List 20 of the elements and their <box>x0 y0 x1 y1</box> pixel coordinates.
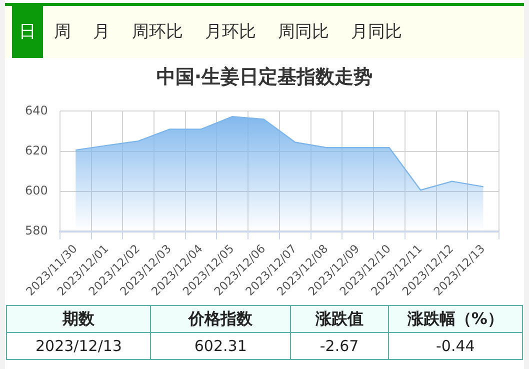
chart-title: 中国·生姜日定基指数走势 <box>155 65 374 90</box>
y-tick-label: 640 <box>25 103 48 118</box>
text: 涨跌值 <box>290 306 388 332</box>
y-tick-label: 620 <box>25 143 48 158</box>
text: 2023/12/13 <box>6 332 151 360</box>
text: 月同比 <box>350 21 403 44</box>
text: 日 <box>12 6 43 58</box>
y-tick-label: 580 <box>25 224 48 238</box>
text: 涨跌幅（%） <box>388 306 522 332</box>
text: -0.44 <box>388 332 522 360</box>
y-tick-label: 600 <box>25 183 48 198</box>
text: 月环比 <box>204 21 257 44</box>
text: -2.67 <box>290 332 388 360</box>
text: 602.31 <box>150 332 290 360</box>
text: 期数 <box>6 306 151 332</box>
text: 月 <box>92 21 111 44</box>
text: 周 <box>53 21 72 44</box>
text: 价格指数 <box>150 306 290 332</box>
text: 周同比 <box>277 21 330 44</box>
text: 周环比 <box>131 21 184 44</box>
